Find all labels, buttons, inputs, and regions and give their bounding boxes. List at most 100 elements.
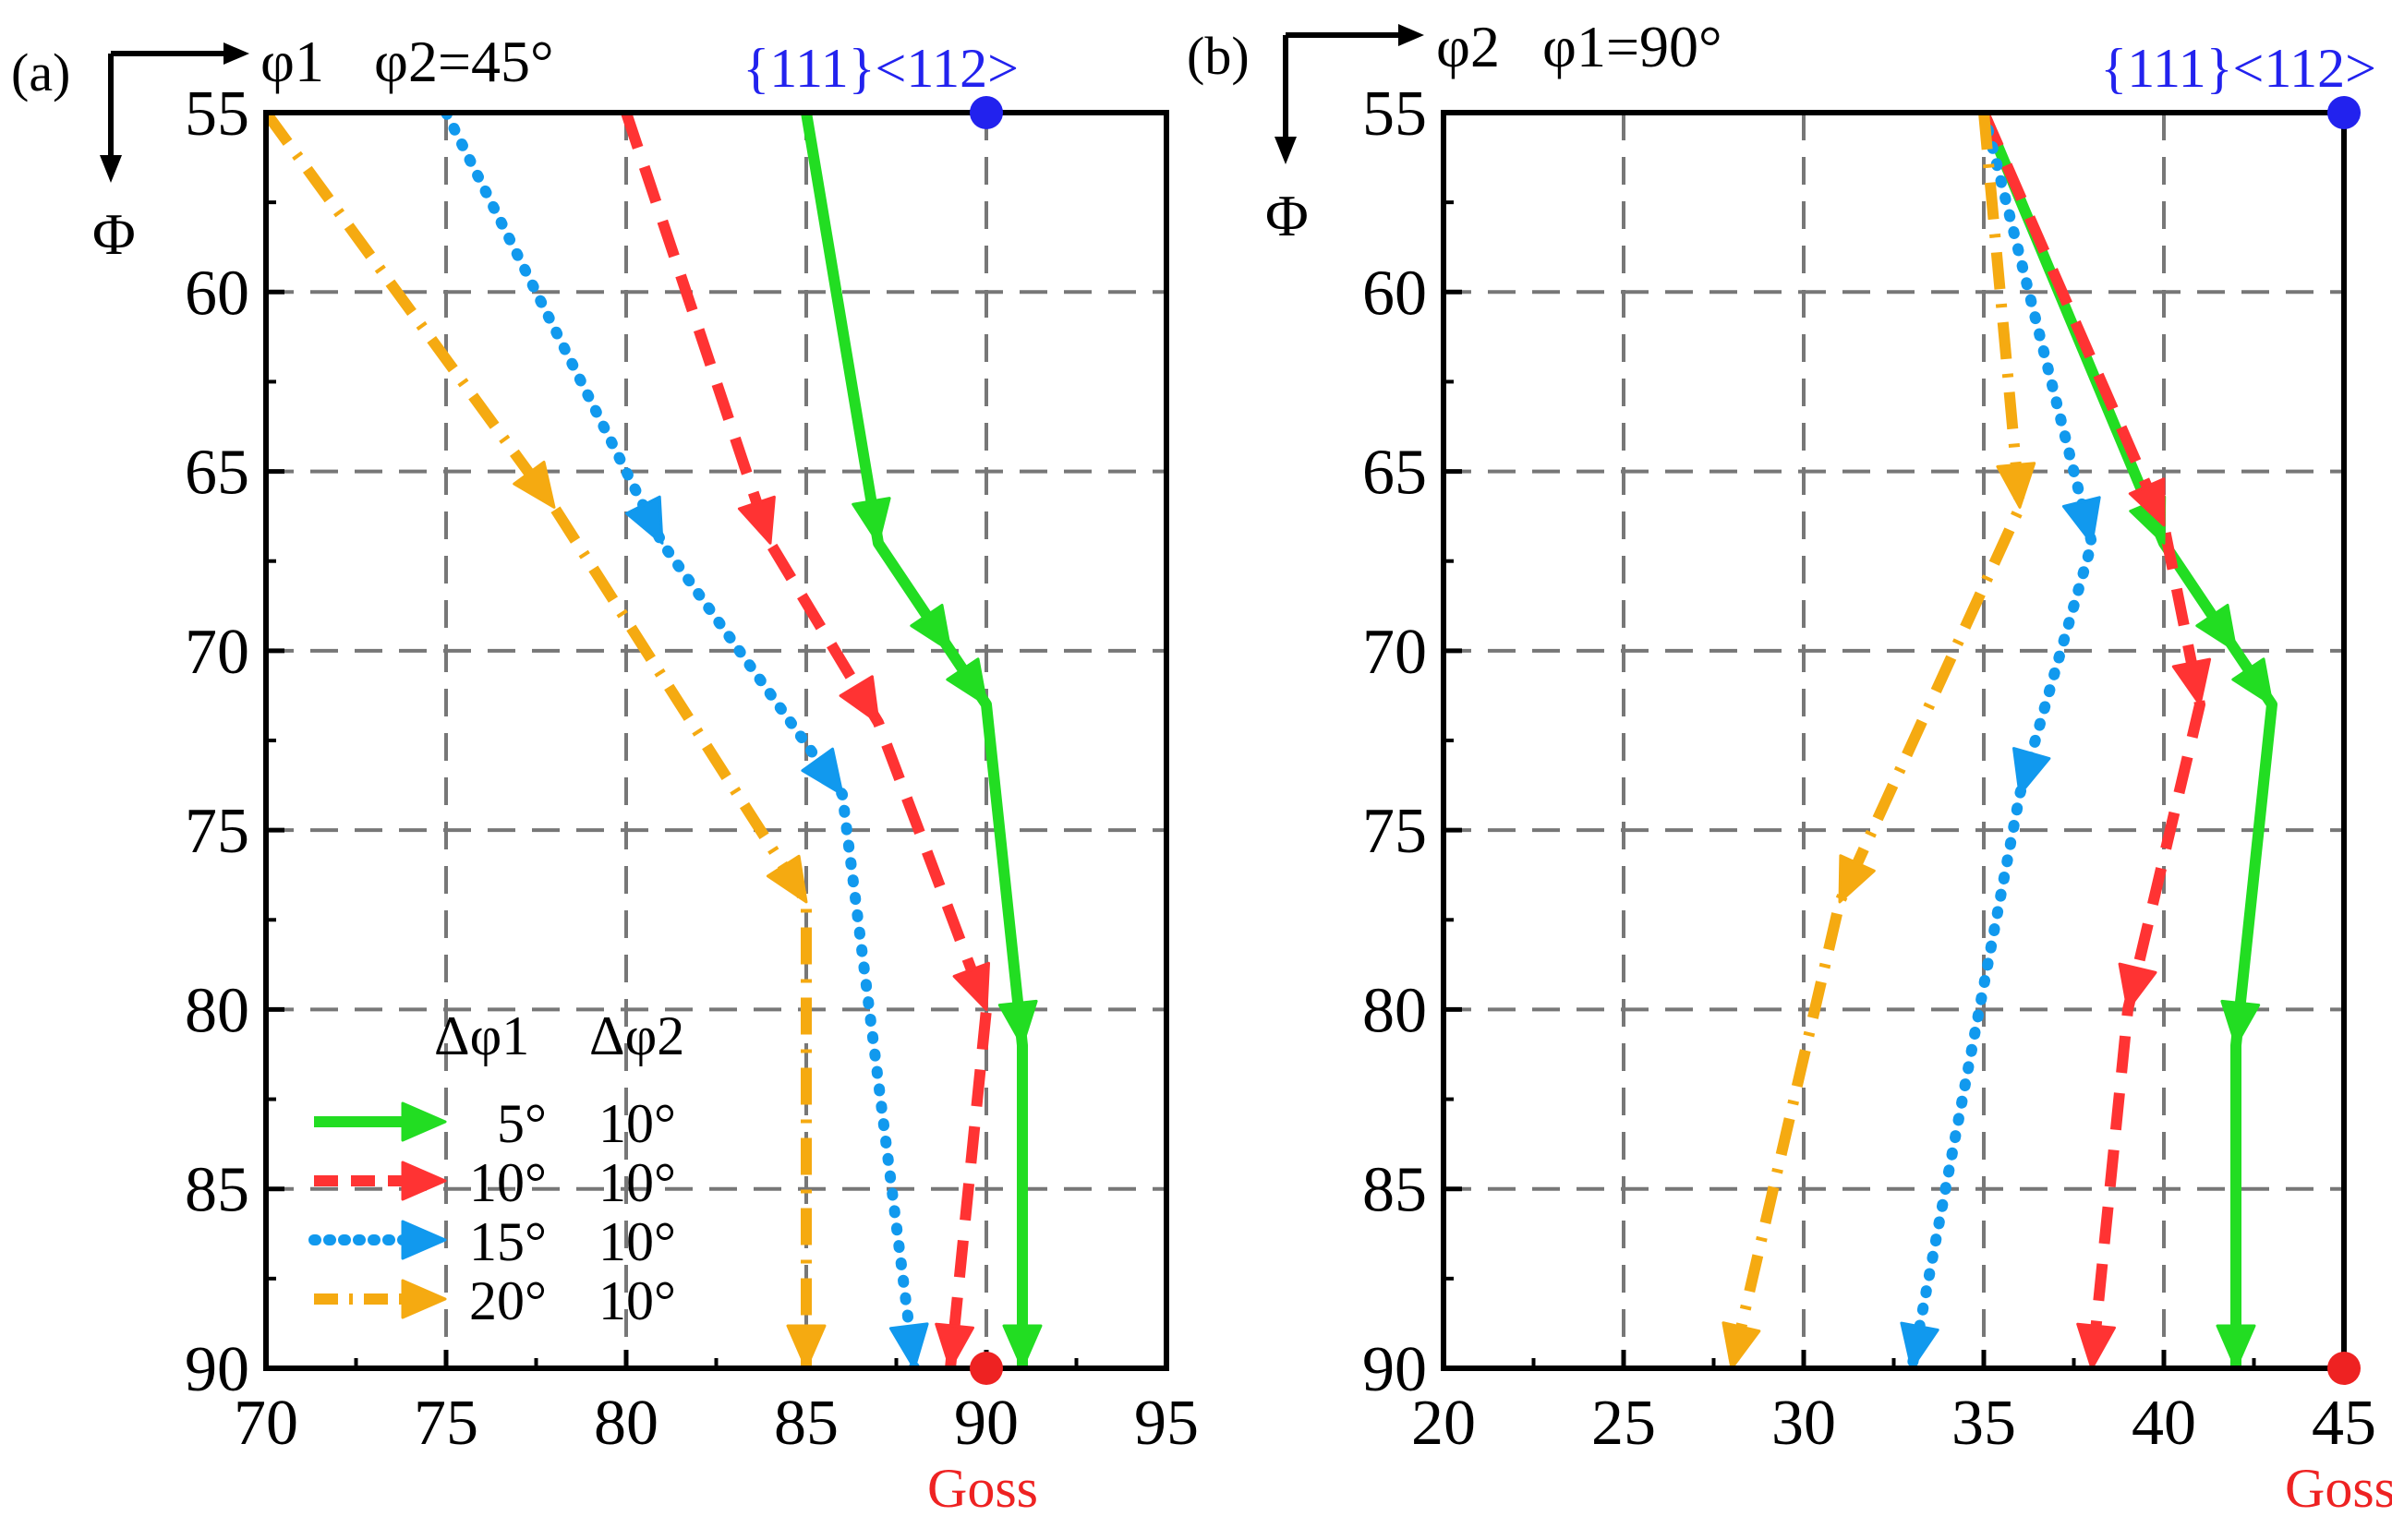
legend-arrowhead-1 <box>401 1101 447 1142</box>
series-arrowhead-3 <box>1900 1321 1939 1370</box>
chart-panel-b: 20 25 30 35 40 45 55 60 65 70 75 80 85 90 {111}<112> G… <box>1187 14 2392 1519</box>
series-arrowhead-1 <box>852 497 891 545</box>
axis-arrow-x-label: φ2 <box>1436 14 1500 79</box>
x-tick-label: 70 <box>234 1388 298 1459</box>
series-line-3 <box>1906 113 2097 1368</box>
x-direction-arrow-head <box>223 42 249 65</box>
chart-panel-a: 70 75 80 85 90 95 55 60 65 70 75 80 85 90 {111}<112> G… <box>11 29 1199 1519</box>
series-arrowhead-2 <box>2128 477 2166 527</box>
series-arrowhead-1 <box>946 657 988 706</box>
data-series <box>1726 113 2277 1368</box>
special-point-marker <box>970 96 1003 129</box>
series-arrowhead-1 <box>2231 657 2274 706</box>
series-arrowhead-1 <box>2216 1324 2256 1370</box>
y-tick-label: 90 <box>1362 1334 1427 1405</box>
series-arrowhead-2 <box>839 675 880 725</box>
y-tick-label: 70 <box>1362 617 1427 688</box>
axis-arrow-y-label: Φ <box>92 201 136 267</box>
x-tick-label: 25 <box>1591 1388 1656 1459</box>
y-tick-label: 65 <box>1362 438 1427 509</box>
legend-label-dphi2: 10° <box>598 1152 676 1213</box>
legend-label-dphi2: 10° <box>598 1093 676 1154</box>
special-orientations: {111}<112> Goss <box>743 38 1038 1519</box>
axis-direction-arrows <box>100 42 249 183</box>
plot-frame <box>1441 110 2347 1371</box>
y-tick-label: 75 <box>1362 796 1427 867</box>
special-orientations: {111}<112> Goss <box>2100 38 2392 1519</box>
panel-label: (a) <box>11 42 70 102</box>
series-arrowhead-2 <box>935 1322 974 1370</box>
y-tick-label: 60 <box>185 258 249 329</box>
series-line-1 <box>801 113 1028 1368</box>
series-line-2 <box>1978 113 2205 1368</box>
y-tick-label: 70 <box>185 617 249 688</box>
series-line-4 <box>266 113 812 1368</box>
grid-lines <box>1444 113 2344 1368</box>
series-arrowheads <box>513 461 1043 1370</box>
tick-labels: 20 25 30 35 40 45 55 60 65 70 75 80 85 90 <box>1362 78 2376 1459</box>
axis-arrow-x-label: φ1 <box>260 29 324 94</box>
special-point-label: Goss <box>2285 1458 2392 1519</box>
legend: Δφ1 Δφ2 5° 10°10° 10°15° 10°20° 10° <box>308 1005 684 1331</box>
x-tick-label: 35 <box>1951 1388 2016 1459</box>
special-point-label: {111}<112> <box>2100 38 2376 99</box>
legend-label-dphi1: 15° <box>469 1211 547 1272</box>
series-arrowhead-4 <box>513 461 556 509</box>
series-arrowhead-2 <box>2076 1322 2116 1370</box>
x-tick-label: 45 <box>2312 1388 2376 1459</box>
panel-title: φ2=45° <box>374 29 554 94</box>
series-arrowhead-1 <box>997 999 1038 1047</box>
legend-label-dphi2: 10° <box>598 1270 676 1331</box>
y-tick-label: 80 <box>185 975 249 1046</box>
tick-marks <box>1441 110 2347 1371</box>
panel-title: φ1=90° <box>1542 14 1722 79</box>
series-arrowhead-3 <box>888 1322 929 1370</box>
legend-arrowhead-3 <box>401 1220 447 1260</box>
y-tick-label: 55 <box>1362 78 1427 150</box>
legend-label-dphi1: 5° <box>497 1093 547 1154</box>
series-arrowhead-1 <box>1002 1324 1043 1370</box>
panel-label: (b) <box>1187 26 1250 86</box>
x-tick-label: 90 <box>954 1388 1019 1459</box>
y-tick-label: 90 <box>185 1334 249 1405</box>
series-arrowheads <box>1722 462 2274 1370</box>
series-arrowhead-4 <box>1996 462 2036 509</box>
y-direction-arrow-head <box>100 155 122 183</box>
series-line-4 <box>1726 113 2025 1368</box>
x-direction-arrow-head <box>1398 24 1424 46</box>
y-tick-label: 85 <box>185 1155 249 1226</box>
series-arrowhead-4 <box>786 1324 827 1370</box>
legend-label-dphi2: 10° <box>598 1211 676 1272</box>
series-arrowhead-2 <box>952 961 990 1011</box>
plot-frame <box>263 110 1169 1371</box>
y-tick-label: 75 <box>185 796 249 867</box>
legend-header-dphi2: Δφ2 <box>589 1005 684 1066</box>
legend-arrowhead-2 <box>401 1161 447 1201</box>
legend-header-dphi1: Δφ1 <box>434 1005 529 1066</box>
series-arrowhead-1 <box>2195 604 2238 653</box>
axis-arrow-y-label: Φ <box>1265 183 1309 248</box>
special-point-label: Goss <box>927 1458 1038 1519</box>
series-arrowhead-1 <box>2220 999 2261 1047</box>
series-arrowhead-3 <box>2061 496 2101 545</box>
y-direction-arrow-head <box>1275 137 1297 164</box>
legend-label-dphi1: 20° <box>469 1270 547 1331</box>
y-tick-label: 85 <box>1362 1155 1427 1226</box>
special-point-marker <box>2327 1352 2361 1385</box>
series-arrowhead-3 <box>625 495 664 545</box>
series-arrowhead-2 <box>737 495 776 545</box>
x-tick-label: 40 <box>2132 1388 2196 1459</box>
series-arrowhead-4 <box>1722 1321 1761 1370</box>
y-tick-label: 80 <box>1362 975 1427 1046</box>
y-tick-label: 65 <box>185 438 249 509</box>
x-tick-label: 85 <box>774 1388 839 1459</box>
tick-labels: 70 75 80 85 90 95 55 60 65 70 75 80 85 90 <box>185 78 1199 1459</box>
series-arrowhead-2 <box>2118 962 2157 1011</box>
legend-arrowhead-4 <box>401 1279 447 1319</box>
special-point-label: {111}<112> <box>743 38 1019 99</box>
series-arrowhead-4 <box>766 854 808 904</box>
axis-direction-arrows <box>1275 24 1424 164</box>
x-tick-label: 30 <box>1771 1388 1836 1459</box>
special-point-marker <box>2327 96 2361 129</box>
